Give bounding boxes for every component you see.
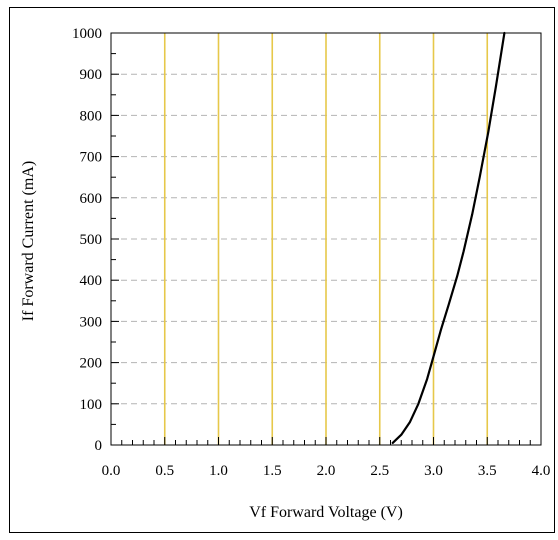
y-tick-label: 1000 [72,26,102,42]
x-tick-label: 2.0 [317,463,336,479]
y-tick-label: 0 [95,438,103,454]
x-tick-label: 1.0 [209,463,228,479]
y-tick-label: 500 [80,232,103,248]
y-tick-label: 700 [80,150,103,166]
x-tick-label: 3.5 [478,463,497,479]
y-tick-label: 600 [80,191,103,207]
series-line [391,31,506,444]
outer-border [9,7,555,533]
x-axis-title: Vf Forward Voltage (V) [249,504,403,521]
x-tick-label: 0.0 [102,463,121,479]
x-tick-label: 3.0 [424,463,443,479]
y-tick-label: 900 [80,67,103,83]
y-tick-label: 800 [80,108,103,124]
y-tick-label: 100 [80,397,103,413]
x-tick-label: 0.5 [155,463,174,479]
series-layer [391,31,506,444]
y-tick-label: 200 [80,356,103,372]
axes-layer [110,32,542,446]
x-tick-label: 1.5 [263,463,282,479]
grid-layer [111,32,541,445]
x-tick-label: 2.5 [370,463,389,479]
y-tick-label: 400 [80,273,103,289]
x-tick-label: 4.0 [532,463,551,479]
labels-layer: 0.0 0.5 1.0 1.5 2.0 2.5 3.0 3.5 4.0 0 100 200 300 400… [72,26,550,479]
y-axis-title: If Forward Current (mA) [20,161,37,321]
y-tick-label: 300 [80,314,103,330]
